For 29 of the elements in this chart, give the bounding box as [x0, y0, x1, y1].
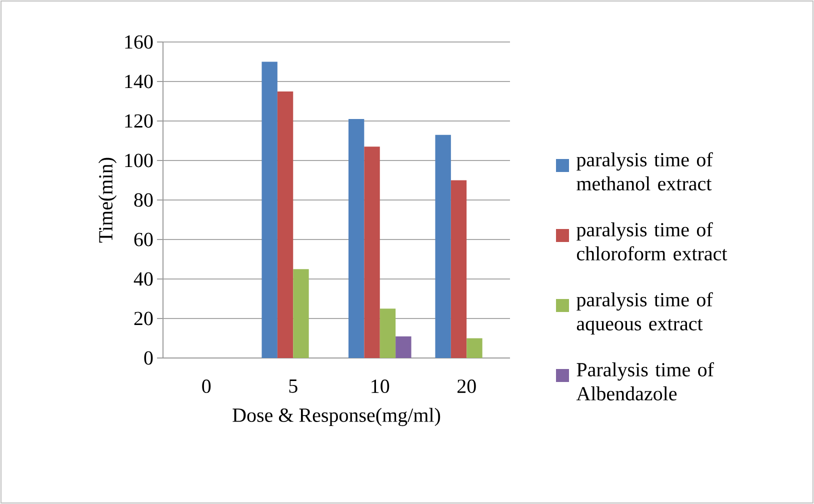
bar	[293, 269, 309, 358]
x-tick-label: 5	[289, 380, 298, 393]
bar	[380, 308, 396, 358]
bar	[396, 336, 412, 358]
y-tick-label: 100	[125, 154, 153, 168]
legend-label: paralysis time of aqueous extract	[576, 292, 713, 335]
bar	[364, 146, 380, 358]
bar	[262, 62, 278, 358]
legend-label: paralysis time of methanol extract	[576, 152, 713, 190]
y-tick-label: 40	[134, 272, 153, 286]
x-tick-label: 10	[372, 380, 390, 394]
y-tick-label: 120	[125, 114, 153, 128]
x-tick-label: 0	[202, 380, 211, 394]
legend-label: paralysis time of chloroform extract	[576, 222, 728, 260]
y-tick-label: 140	[125, 74, 153, 88]
y-tick-label: 0	[144, 351, 153, 365]
y-axis-title: Time(min)	[98, 158, 117, 243]
bar	[466, 338, 482, 358]
bar	[277, 91, 294, 358]
y-tick-label: 20	[134, 312, 153, 326]
y-tick-label: 160	[125, 35, 153, 49]
x-axis-title: Dose & Response(mg/ml)	[232, 408, 440, 426]
bar	[348, 119, 364, 358]
bar	[435, 134, 451, 358]
bar	[450, 180, 467, 358]
legend-label: Paralysis time of Albendazole	[576, 362, 714, 400]
x-tick-label: 20	[458, 380, 476, 394]
y-tick-label: 80	[134, 193, 153, 207]
y-tick-label: 60	[134, 232, 153, 246]
